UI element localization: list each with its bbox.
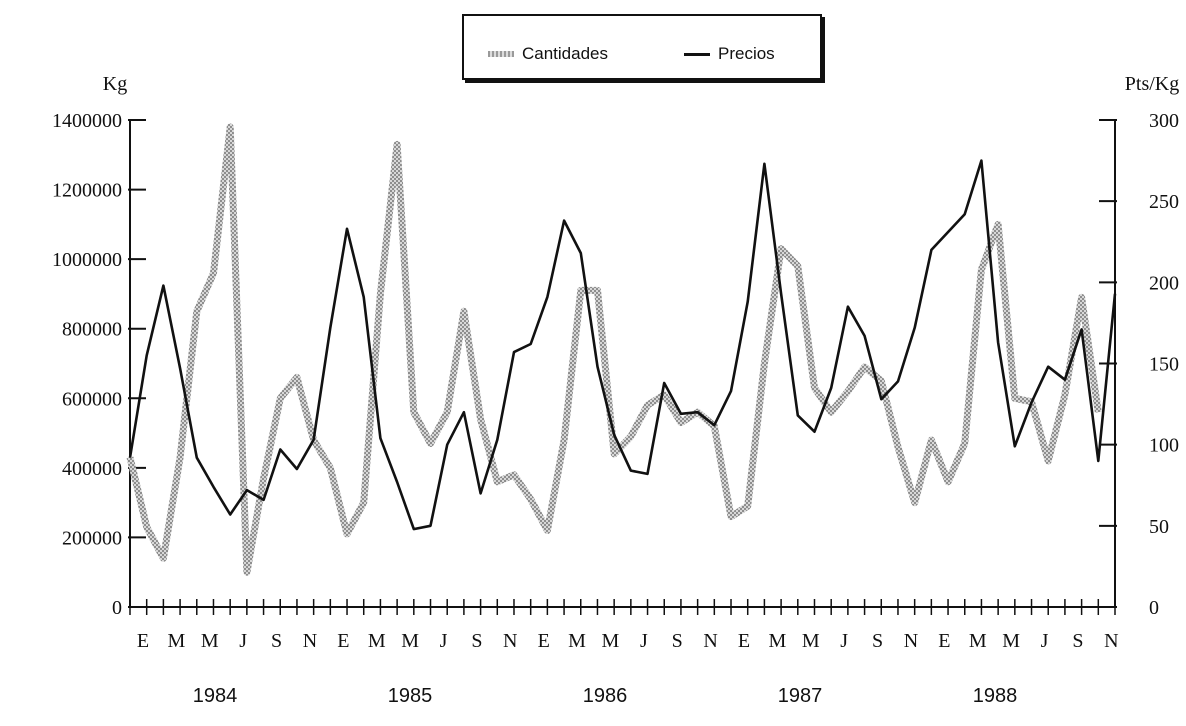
left-tick-label: 600000 <box>62 388 122 410</box>
month-label: E <box>738 630 750 652</box>
month-label: J <box>1041 630 1049 652</box>
series-cantidades <box>126 123 1102 576</box>
month-label: E <box>538 630 550 652</box>
month-label: J <box>640 630 648 652</box>
month-label: J <box>239 630 247 652</box>
series-precios <box>128 159 1117 531</box>
month-label: M <box>1002 630 1020 652</box>
left-axis-label: Kg <box>103 73 127 95</box>
month-label: E <box>137 630 149 652</box>
legend-label-cantidades: Cantidades <box>522 44 609 63</box>
month-label: M <box>167 630 185 652</box>
month-label: N <box>1104 630 1118 652</box>
legend-label-precios: Precios <box>718 44 775 63</box>
month-label: M <box>368 630 386 652</box>
left-tick-label: 1200000 <box>52 180 122 202</box>
month-label: S <box>872 630 883 652</box>
month-label: M <box>602 630 620 652</box>
legend: Cantidades Precios <box>462 14 822 80</box>
month-label: S <box>271 630 282 652</box>
legend-swatch-cantidades <box>488 51 514 57</box>
month-label: M <box>969 630 987 652</box>
right-axis-label: Pts/Kg <box>1125 73 1179 95</box>
precios-line <box>128 159 1117 531</box>
year-label: 1985 <box>388 685 433 707</box>
right-tick-label: 250 <box>1149 191 1179 213</box>
left-tick-label: 1400000 <box>52 110 122 132</box>
legend-item-precios: Precios <box>684 44 775 64</box>
year-label: 1988 <box>973 685 1018 707</box>
left-tick-label: 200000 <box>62 527 122 549</box>
left-tick-label: 0 <box>112 597 122 619</box>
year-label: 1984 <box>193 685 238 707</box>
month-label: M <box>401 630 419 652</box>
left-tick-label: 400000 <box>62 458 122 480</box>
month-label: M <box>568 630 586 652</box>
cantidades-line <box>126 123 1102 576</box>
left-tick-label: 800000 <box>62 319 122 341</box>
month-label: N <box>503 630 517 652</box>
month-label: N <box>703 630 717 652</box>
axes: 0 200000 400000 600000 800000 1000000 1200000 1… <box>52 110 1179 707</box>
month-label: M <box>802 630 820 652</box>
right-tick-label: 100 <box>1149 435 1179 457</box>
month-label: N <box>904 630 918 652</box>
month-label: S <box>471 630 482 652</box>
year-label: 1986 <box>583 685 628 707</box>
month-label: N <box>303 630 317 652</box>
month-label: S <box>672 630 683 652</box>
right-tick-label: 200 <box>1149 272 1179 294</box>
month-label: M <box>769 630 787 652</box>
month-label: S <box>1072 630 1083 652</box>
month-label: J <box>440 630 448 652</box>
left-tick-label: 1000000 <box>52 249 122 271</box>
month-label: E <box>337 630 349 652</box>
legend-item-cantidades: Cantidades <box>488 44 608 64</box>
right-tick-label: 50 <box>1149 516 1169 538</box>
year-label: 1987 <box>778 685 823 707</box>
right-tick-label: 0 <box>1149 597 1159 619</box>
right-tick-label: 300 <box>1149 110 1179 132</box>
month-label: M <box>201 630 219 652</box>
right-tick-label: 150 <box>1149 354 1179 376</box>
month-label: E <box>938 630 950 652</box>
month-label: J <box>840 630 848 652</box>
legend-swatch-precios <box>684 52 710 56</box>
